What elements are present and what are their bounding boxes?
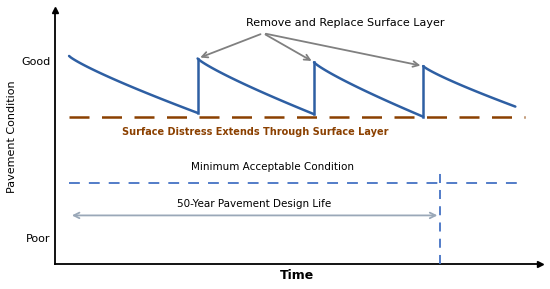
Text: Remove and Replace Surface Layer: Remove and Replace Surface Layer xyxy=(246,18,445,28)
Text: Surface Distress Extends Through Surface Layer: Surface Distress Extends Through Surface… xyxy=(123,127,389,137)
Text: Minimum Acceptable Condition: Minimum Acceptable Condition xyxy=(191,162,354,173)
Text: 50-Year Pavement Design Life: 50-Year Pavement Design Life xyxy=(178,199,332,209)
Y-axis label: Pavement Condition: Pavement Condition xyxy=(7,81,17,193)
X-axis label: Time: Time xyxy=(280,269,314,282)
